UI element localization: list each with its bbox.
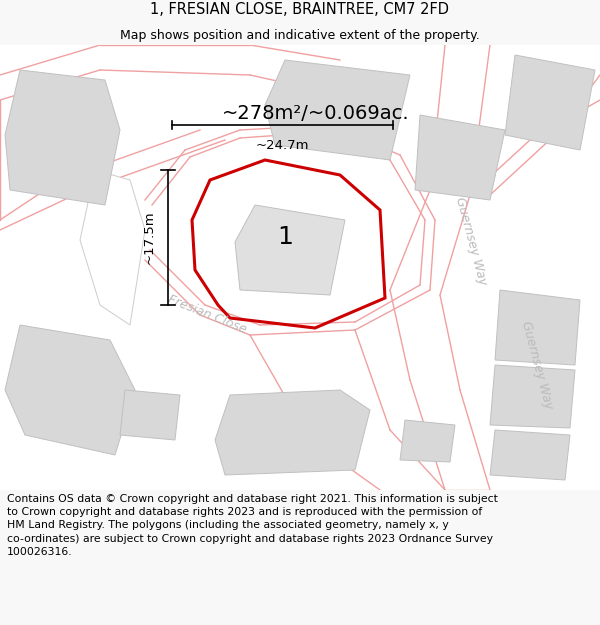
Polygon shape: [400, 420, 455, 462]
Polygon shape: [490, 430, 570, 480]
Text: ~278m²/~0.069ac.: ~278m²/~0.069ac.: [222, 104, 410, 124]
Polygon shape: [215, 390, 370, 475]
Polygon shape: [505, 55, 595, 150]
Polygon shape: [495, 290, 580, 365]
Text: Fresian Close: Fresian Close: [166, 292, 248, 336]
Polygon shape: [120, 390, 180, 440]
Polygon shape: [265, 60, 410, 160]
Text: Map shows position and indicative extent of the property.: Map shows position and indicative extent…: [120, 29, 480, 42]
Polygon shape: [5, 325, 135, 455]
Polygon shape: [235, 205, 345, 295]
Text: 1, FRESIAN CLOSE, BRAINTREE, CM7 2FD: 1, FRESIAN CLOSE, BRAINTREE, CM7 2FD: [151, 2, 449, 18]
Polygon shape: [415, 115, 505, 200]
Polygon shape: [80, 170, 145, 325]
Polygon shape: [490, 365, 575, 428]
Text: ~24.7m: ~24.7m: [256, 139, 309, 151]
Text: Guernsey Way: Guernsey Way: [453, 196, 489, 286]
Text: Contains OS data © Crown copyright and database right 2021. This information is : Contains OS data © Crown copyright and d…: [7, 494, 498, 557]
Text: ~17.5m: ~17.5m: [142, 211, 155, 264]
Polygon shape: [5, 70, 120, 205]
Text: 1: 1: [277, 226, 293, 249]
Text: Guernsey Way: Guernsey Way: [519, 320, 555, 411]
